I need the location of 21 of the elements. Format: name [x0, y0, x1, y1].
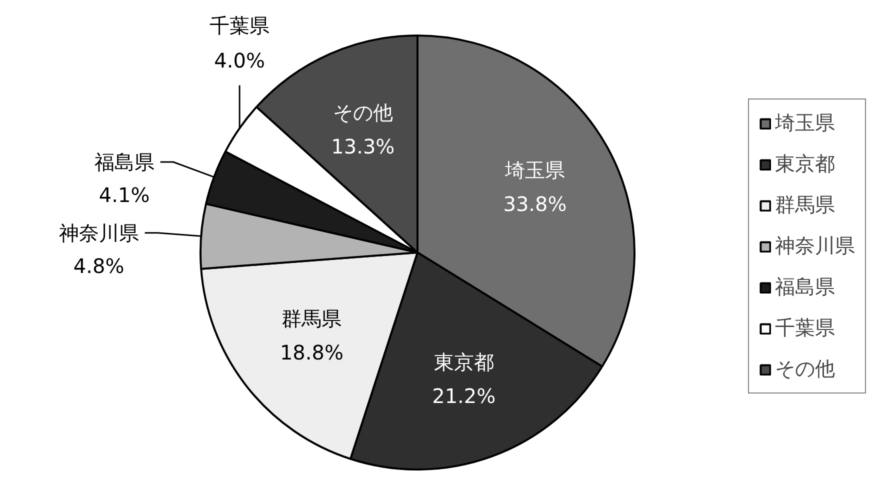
legend-label: 埼玉県: [775, 110, 835, 136]
legend-label: 東京都: [775, 150, 835, 178]
slice-label: 神奈川県: [58, 220, 139, 245]
slice-label: その他: [332, 100, 393, 125]
legend-label: 千葉県: [775, 314, 835, 342]
data-label: 33.8%: [503, 192, 567, 216]
data-label: 21.2%: [432, 384, 496, 408]
slice-label: 千葉県: [210, 13, 270, 38]
legend-label: その他: [775, 356, 835, 382]
data-label: 4.0%: [214, 48, 265, 72]
slice-label: 東京都: [434, 350, 494, 374]
slice-label: 埼玉県: [504, 158, 565, 182]
legend-label: 群馬県: [775, 192, 835, 218]
data-label: 13.3%: [331, 134, 395, 159]
slice-label: 福島県: [94, 150, 154, 174]
legend-label: 神奈川県: [775, 232, 855, 260]
legend-label: 福島県: [775, 274, 835, 300]
data-label: 4.1%: [98, 182, 150, 207]
data-label: 18.8%: [280, 340, 344, 365]
slice-label: 群馬県: [282, 306, 342, 331]
data-label: 4.8%: [73, 254, 124, 278]
